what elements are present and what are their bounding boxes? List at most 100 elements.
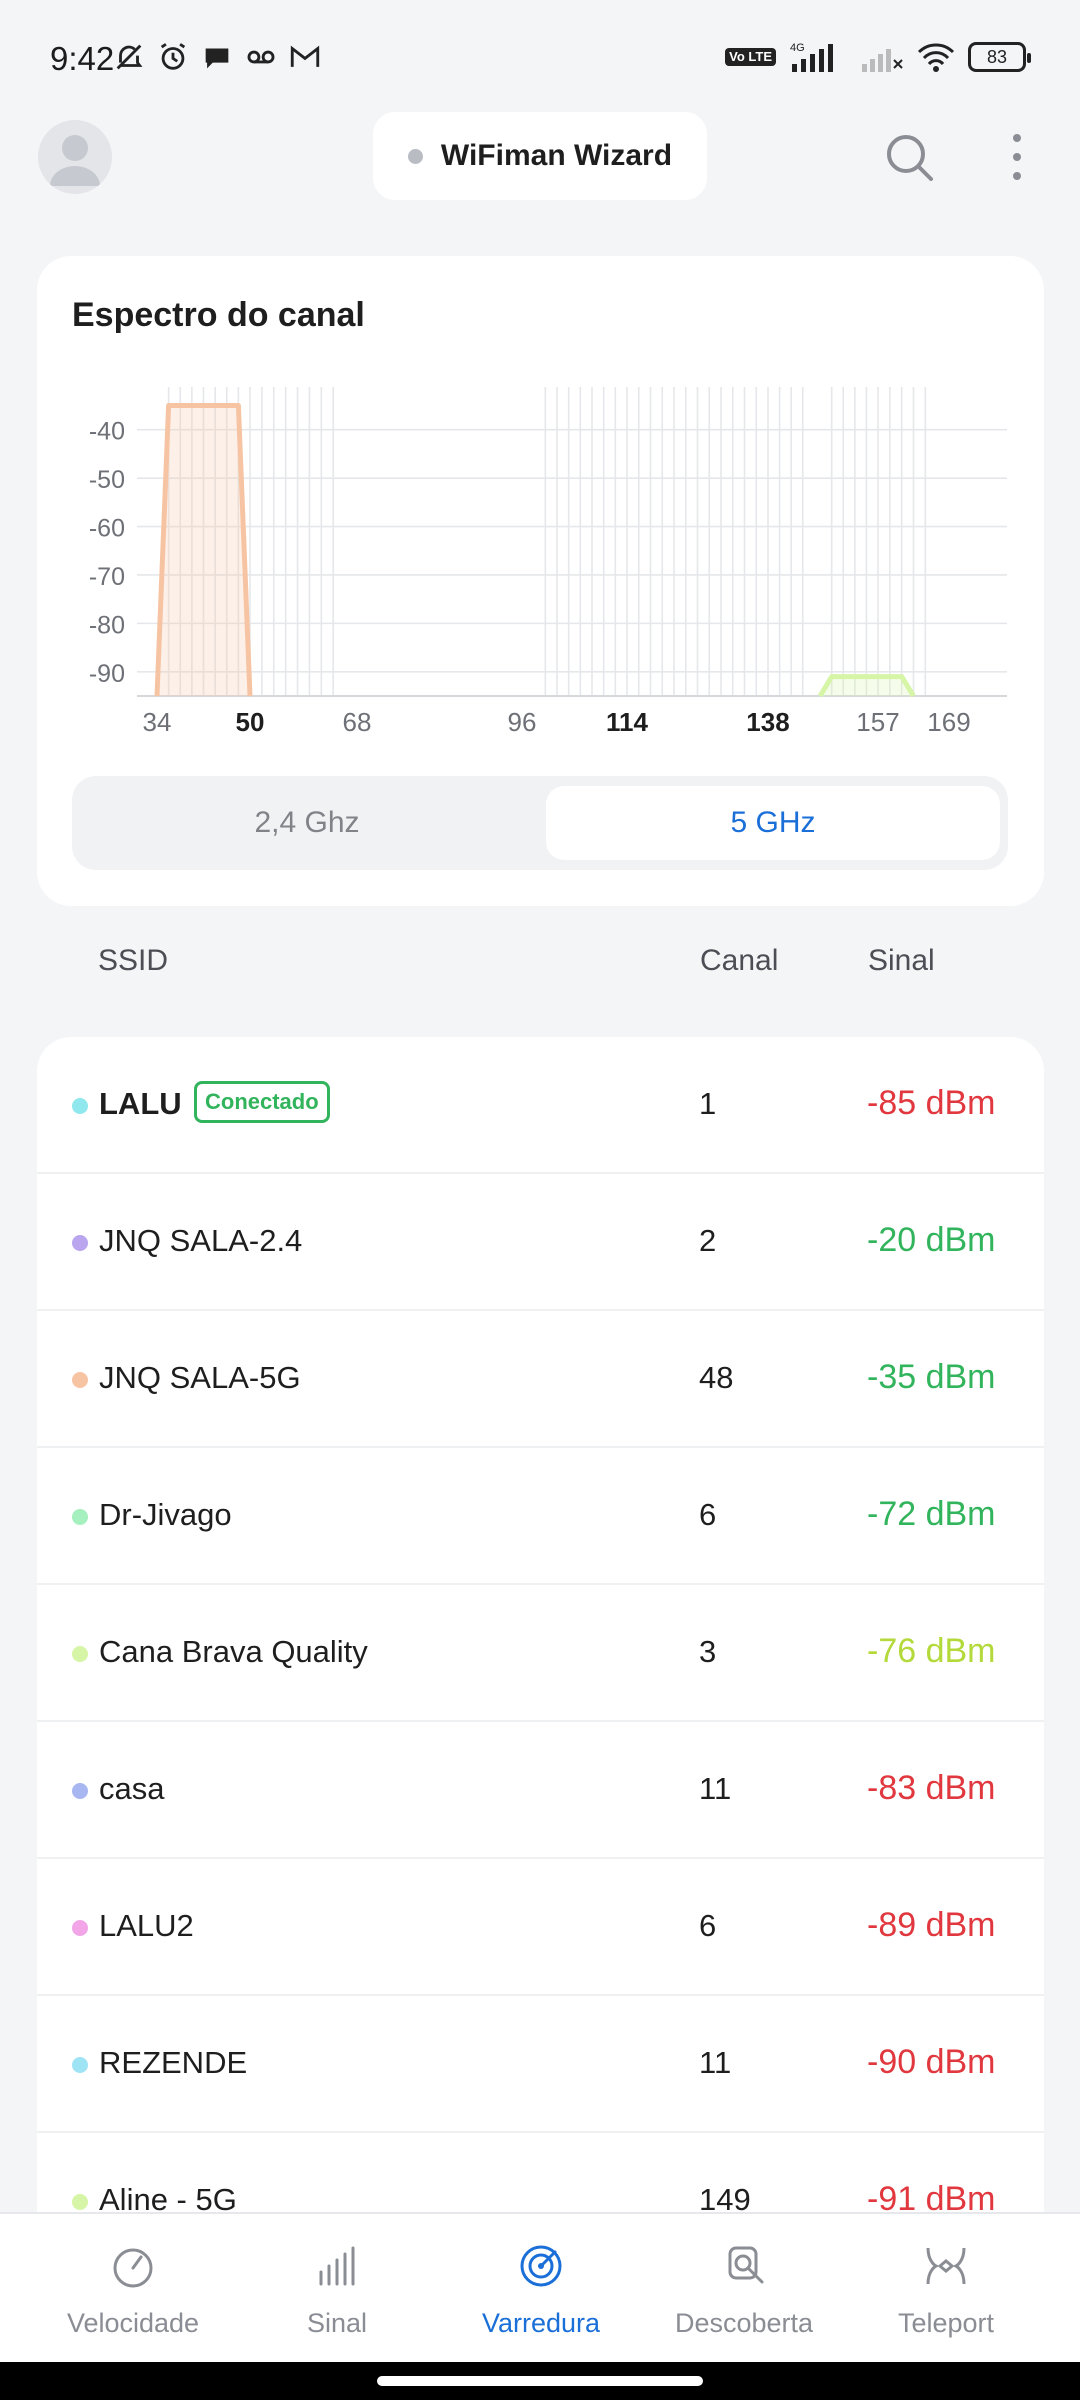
volte-badge: Vo LTE (725, 48, 776, 66)
status-right: Vo LTE 4G 83 (725, 40, 1031, 74)
network-signal: -83 dBm (867, 1769, 996, 1807)
spectrum-title: Espectro do canal (72, 296, 365, 334)
band-selector: 2,4 Ghz 5 GHz (72, 776, 1008, 870)
nav-label: Sinal (306, 2308, 368, 2338)
nav-varredura[interactable]: Varredura (441, 2214, 641, 2364)
x-tick-label: 34 (143, 707, 172, 737)
connection-status-dot (407, 148, 423, 164)
search-icon[interactable] (880, 128, 938, 186)
network-signal: -35 dBm (867, 1358, 996, 1396)
network-channel: 149 (699, 2182, 751, 2217)
network-list: LALU Conectado 1 -85 dBm JNQ SALA-2.4 2 … (37, 1037, 1044, 2237)
cell-signal-off-icon (862, 49, 903, 72)
network-color-dot (72, 2057, 88, 2073)
network-channel: 48 (699, 1360, 734, 1395)
home-indicator[interactable] (377, 2376, 703, 2386)
network-signal: -72 dBm (867, 1495, 996, 1533)
app-title-pill[interactable]: WiFiman Wizard (373, 112, 707, 200)
radar-icon (520, 2245, 562, 2287)
x-tick-label: 157 (856, 707, 899, 737)
battery-indicator: 83 (968, 42, 1031, 72)
y-tick-label: -50 (89, 466, 125, 494)
teleport-icon (926, 2247, 966, 2285)
alarm-icon (160, 43, 186, 70)
bell-muted-icon (116, 44, 143, 70)
table-row[interactable]: Aline - 5G 149 -91 dBm (37, 2133, 1044, 2237)
column-ssid[interactable]: SSID (98, 944, 169, 977)
more-options-icon[interactable] (1000, 128, 1034, 186)
signal-bars-icon (319, 2246, 355, 2286)
table-row[interactable]: casa 11 -83 dBm (37, 1722, 1044, 1859)
voicemail-icon (247, 50, 275, 64)
wifi-icon (917, 43, 955, 72)
network-channel: 6 (699, 1497, 717, 1532)
y-tick-label: -90 (89, 660, 125, 688)
network-color-dot (72, 1372, 88, 1388)
network-ssid: REZENDE (99, 2045, 248, 2080)
x-tick-label: 68 (343, 707, 372, 737)
x-tick-label: 138 (746, 707, 789, 737)
chat-icon (205, 48, 229, 69)
network-channel: 6 (699, 1908, 717, 1943)
status-bar: 9:42 Vo LTE 4G 83 (0, 0, 1080, 120)
network-signal: -90 dBm (867, 2043, 996, 2081)
network-ssid: Aline - 5G (99, 2182, 237, 2217)
nav-sinal[interactable]: Sinal (237, 2214, 437, 2364)
network-ssid: casa (99, 1771, 165, 1806)
network-ssid: LALU (99, 1086, 182, 1121)
nav-teleport[interactable]: Teleport (846, 2214, 1046, 2364)
svg-text:4G: 4G (790, 42, 805, 54)
network-signal: -20 dBm (867, 1221, 996, 1259)
notification-icons (112, 40, 322, 74)
table-row[interactable]: JNQ SALA-5G 48 -35 dBm (37, 1311, 1044, 1448)
network-color-dot (72, 2194, 88, 2210)
network-color-dot (72, 1509, 88, 1525)
network-ssid: JNQ SALA-2.4 (99, 1223, 303, 1258)
table-row[interactable]: JNQ SALA-2.4 2 -20 dBm (37, 1174, 1044, 1311)
table-row[interactable]: LALU Conectado 1 -85 dBm (37, 1037, 1044, 1174)
spectrum-series-line (817, 674, 916, 698)
status-time: 9:42 (50, 40, 115, 77)
network-channel: 2 (699, 1223, 717, 1258)
column-canal[interactable]: Canal (700, 944, 779, 977)
table-row[interactable]: REZENDE 11 -90 dBm (37, 1996, 1044, 2133)
network-signal: -89 dBm (867, 1906, 996, 1944)
network-color-dot (72, 1646, 88, 1662)
nav-velocidade[interactable]: Velocidade (33, 2214, 233, 2364)
nav-label: Velocidade (66, 2308, 200, 2338)
column-sinal[interactable]: Sinal (868, 944, 935, 977)
nav-label: Teleport (897, 2308, 995, 2338)
table-row[interactable]: LALU2 6 -89 dBm (37, 1859, 1044, 1996)
device-search-icon (728, 2246, 764, 2284)
network-ssid: Dr-Jivago (99, 1497, 232, 1532)
network-channel: 3 (699, 1634, 717, 1669)
table-row[interactable]: Dr-Jivago 6 -72 dBm (37, 1448, 1044, 1585)
network-channel: 1 (699, 1086, 717, 1121)
network-color-dot (72, 1920, 88, 1936)
speedometer-icon (113, 2248, 153, 2288)
app-title: WiFiman Wizard (440, 139, 673, 172)
x-tick-label: 169 (927, 707, 970, 737)
cell-signal-icon: 4G (790, 42, 833, 72)
spectrum-series-line (154, 403, 253, 697)
network-color-dot (72, 1783, 88, 1799)
connected-badge: Conectado (194, 1081, 330, 1123)
table-row[interactable]: Cana Brava Quality 3 -76 dBm (37, 1585, 1044, 1722)
spectrum-card: Espectro do canal -40 -50 -60 -70 -80 -90 34 50… (37, 256, 1044, 906)
tab-2-4-ghz[interactable]: 2,4 Ghz (254, 806, 360, 839)
network-signal: -85 dBm (867, 1084, 996, 1122)
network-signal: -91 dBm (867, 2180, 996, 2218)
y-tick-label: -40 (89, 418, 125, 446)
network-color-dot (72, 1098, 88, 1114)
bottom-navigation: Velocidade Sinal Varredura Descoberta Te… (0, 2212, 1080, 2362)
network-channel: 11 (699, 2045, 732, 2080)
user-icon (50, 135, 100, 186)
network-ssid: LALU2 (99, 1908, 194, 1943)
avatar[interactable] (38, 120, 112, 194)
nav-descoberta[interactable]: Descoberta (644, 2214, 844, 2364)
tab-5-ghz[interactable]: 5 GHz (546, 786, 1000, 860)
y-tick-label: -80 (89, 611, 125, 639)
network-color-dot (72, 1235, 88, 1251)
spectrum-series-fill (820, 676, 914, 696)
nav-label: Varredura (481, 2308, 601, 2338)
